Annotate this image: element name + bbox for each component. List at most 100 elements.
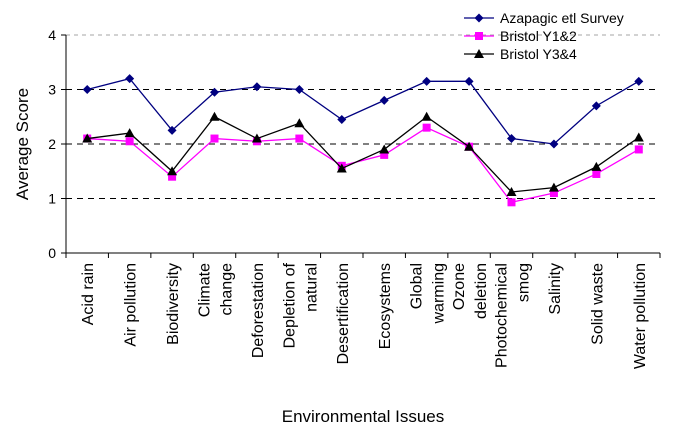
- series-1: [83, 123, 643, 207]
- x-category-label-line: warming: [431, 263, 448, 324]
- legend-marker: [474, 49, 484, 58]
- x-category-label: Salinity: [547, 263, 564, 315]
- x-category-label: Ozone deletion: [451, 263, 490, 319]
- legend-label: Azapagic etl Survey: [500, 10, 624, 26]
- x-category-label-line: Water pollution: [632, 263, 649, 369]
- data-point: [633, 132, 644, 142]
- data-point: [634, 76, 644, 86]
- legend-entry: Azapagic etl Survey: [464, 10, 624, 26]
- x-category-label: Deforestation: [250, 263, 267, 358]
- y-tick-label: 1: [48, 191, 56, 207]
- x-category-label-line: Desertification: [335, 263, 352, 364]
- x-category-label: Climate change: [197, 263, 236, 317]
- gridlines: [66, 34, 660, 199]
- legend-label: Bristol Y3&4: [500, 46, 577, 62]
- x-axis-title: Environmental Issues: [282, 407, 445, 426]
- y-tick-label: 3: [48, 82, 56, 98]
- data-point: [337, 114, 347, 124]
- data-point: [380, 150, 389, 159]
- x-category-label: Acid rain: [80, 263, 97, 325]
- x-category-label: Air pollution: [123, 263, 140, 347]
- x-category-label-line: Deforestation: [250, 263, 267, 358]
- legend-marker: [474, 13, 484, 23]
- data-point: [549, 189, 558, 198]
- legend-label: Bristol Y1&2: [500, 28, 577, 44]
- x-category-label-line: deletion: [473, 263, 490, 319]
- x-category-label-line: Ecosystems: [377, 263, 394, 349]
- data-point: [548, 182, 559, 192]
- data-point: [591, 101, 601, 111]
- legend: Azapagic etl Survey Bristol Y1&2 Bristol Y…: [464, 10, 624, 62]
- x-category-label: Depletion of natural: [281, 262, 320, 348]
- data-point: [549, 139, 559, 149]
- data-point: [379, 144, 390, 154]
- x-category-label-line: Air pollution: [123, 263, 140, 347]
- data-point: [251, 133, 262, 143]
- x-category-label: Photochemical smog: [494, 263, 533, 368]
- x-category-label-line: Depletion of: [281, 262, 298, 348]
- data-point: [422, 76, 432, 86]
- data-point: [294, 85, 304, 94]
- axes: [61, 34, 661, 258]
- y-tick-label: 4: [48, 27, 56, 43]
- data-point: [506, 186, 517, 196]
- x-category-label: Global warming: [409, 263, 448, 324]
- x-category-labels: Acid rain Air pollution Biodiversity Climat…: [80, 262, 649, 369]
- x-category-label: Solid waste: [589, 263, 606, 345]
- x-category-label-line: Biodiversity: [165, 263, 182, 345]
- x-category-label-line: change: [219, 263, 236, 316]
- data-point: [82, 133, 93, 143]
- x-category-label: Water pollution: [632, 263, 649, 369]
- data-point: [464, 76, 474, 86]
- x-category-label-line: Ozone: [451, 263, 468, 310]
- data-point: [294, 118, 305, 128]
- y-axis-title: Average Score: [13, 88, 32, 200]
- data-point: [379, 95, 389, 105]
- x-category-label-line: Global: [409, 263, 426, 309]
- series-line: [87, 115, 640, 193]
- data-point: [167, 125, 177, 135]
- series-line: [87, 77, 640, 145]
- data-point: [210, 87, 219, 97]
- data-point: [336, 163, 347, 173]
- x-category-label-line: Salinity: [547, 263, 564, 315]
- data-point: [634, 145, 643, 154]
- x-category-label-line: smog: [516, 263, 533, 302]
- data-point: [210, 134, 219, 143]
- x-category-label-line: Climate: [197, 263, 214, 317]
- data-point: [168, 172, 177, 181]
- data-point: [167, 166, 178, 176]
- x-category-label-line: Solid waste: [589, 263, 606, 345]
- legend-entry: Bristol Y3&4: [464, 46, 577, 62]
- series-2: [82, 111, 644, 196]
- data-point: [125, 74, 135, 84]
- x-category-label: Desertification: [335, 263, 352, 364]
- x-category-label-line: Photochemical: [494, 263, 511, 368]
- y-tick-label: 0: [48, 245, 56, 261]
- data-point: [422, 123, 431, 132]
- data-point: [295, 134, 304, 143]
- series-0: [82, 74, 644, 149]
- data-point: [421, 111, 432, 121]
- data-point: [464, 141, 475, 151]
- data-point: [252, 82, 262, 92]
- y-tick-label: 2: [48, 136, 56, 152]
- data-point: [125, 137, 134, 146]
- data-point: [592, 169, 601, 178]
- x-category-label-line: Acid rain: [80, 263, 97, 325]
- data-point: [209, 111, 220, 121]
- legend-marker: [475, 32, 483, 40]
- series-line: [87, 126, 640, 204]
- data-series: [82, 74, 644, 207]
- x-category-label: Ecosystems: [377, 263, 394, 349]
- data-point: [124, 128, 135, 138]
- y-tick-labels: 0 1 2 3 4: [48, 27, 56, 261]
- data-point: [82, 85, 92, 94]
- legend-entry: Bristol Y1&2: [464, 28, 577, 44]
- data-point: [507, 198, 516, 207]
- data-point: [507, 134, 516, 144]
- data-point: [591, 161, 602, 171]
- x-category-label-line: natural: [303, 263, 320, 312]
- x-category-label: Biodiversity: [165, 263, 182, 345]
